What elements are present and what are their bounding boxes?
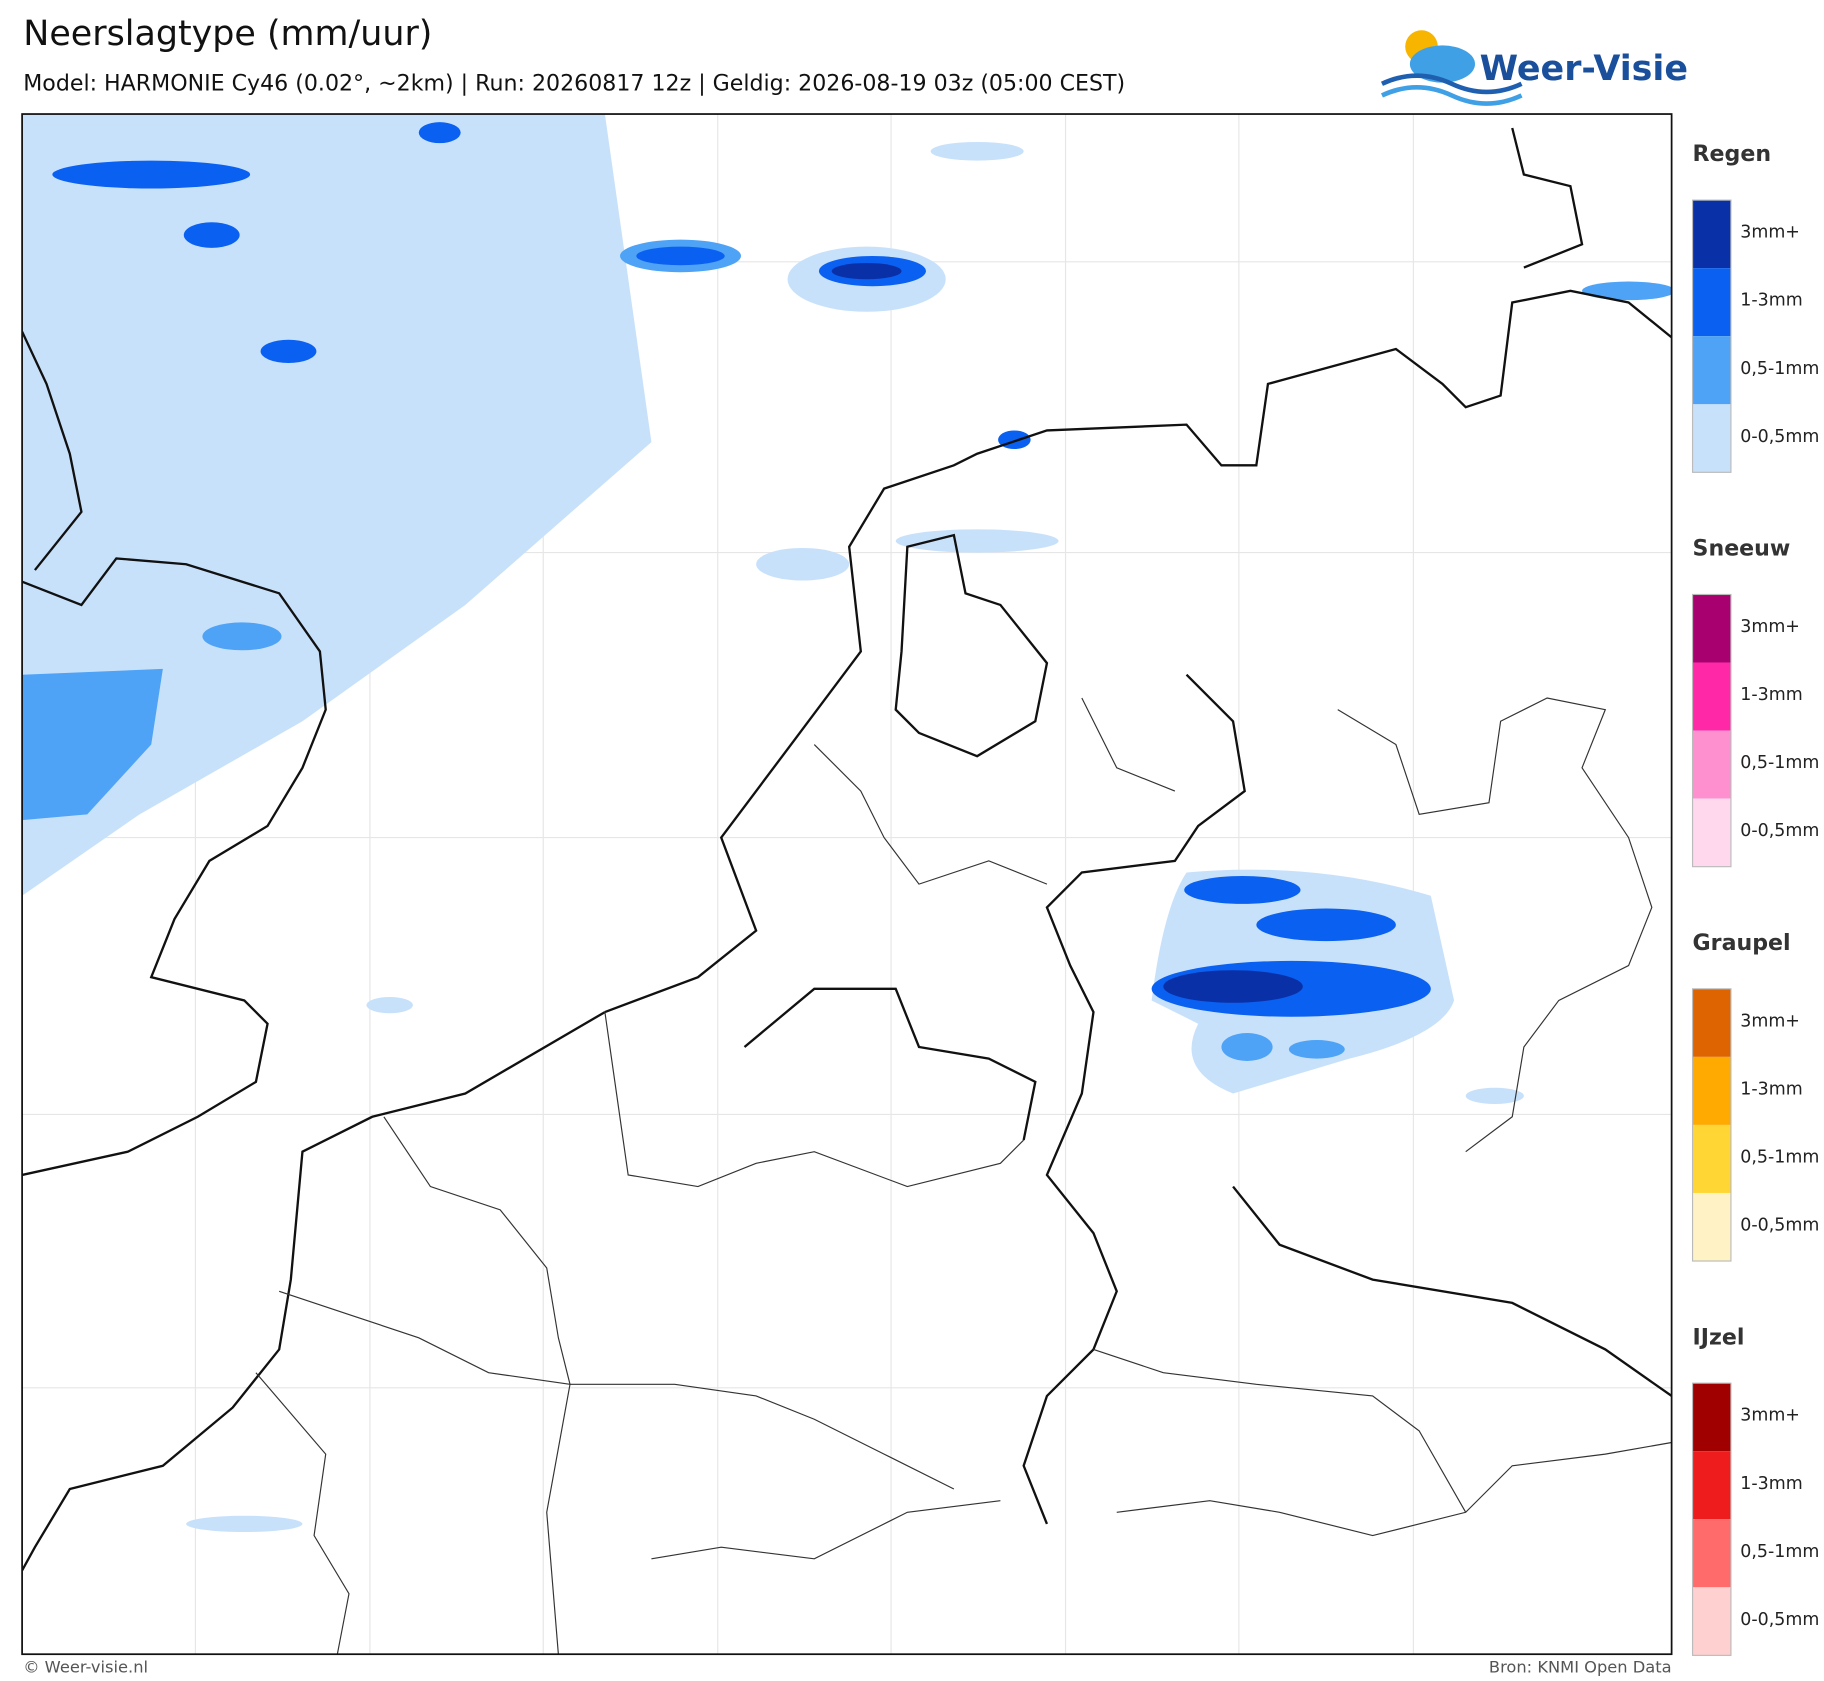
legend-swatch [1692,200,1731,269]
legend-label: 0-0,5mm [1740,427,1819,447]
legend-swatch [1692,594,1731,663]
legend-label: 3mm+ [1740,617,1800,637]
legend-swatch [1692,404,1731,473]
legend-swatch [1692,1056,1731,1125]
legend-swatch [1692,662,1731,731]
subtitle: Model: HARMONIE Cy46 (0.02°, ~2km) | Run… [23,70,1125,96]
borders [255,697,1672,1655]
legend-swatch [1692,730,1731,799]
legend-swatch [1692,268,1731,337]
legend-label: 0,5-1mm [1740,359,1819,379]
map [22,114,1672,1655]
logo-text: Weer-Visie [1480,49,1688,89]
map-frame [21,113,1673,1656]
legend-label: 0,5-1mm [1740,753,1819,773]
legend-border [1691,988,1732,1262]
legend-label: 0-0,5mm [1740,821,1819,841]
legend-title: Graupel [1693,930,1791,956]
legend: Regen 3mm+ 1-3mm 0,5-1mm 0-0,5mm Sneeuw 3mm+ 1-… [1691,141,1819,1656]
footer-left: © Weer-visie.nl [23,1658,148,1677]
logo: Weer-Visie [1380,30,1688,106]
legend-label: 1-3mm [1740,1079,1802,1099]
legend-swatch [1692,988,1731,1057]
legend-title: IJzel [1693,1324,1745,1350]
legend-label: 1-3mm [1740,1474,1802,1494]
legend-label: 0-0,5mm [1740,1610,1819,1630]
legend-swatch [1692,1192,1731,1262]
legend-swatch [1692,336,1731,405]
legend-label: 3mm+ [1740,1406,1800,1426]
legend-label: 0-0,5mm [1740,1216,1819,1236]
title: Neerslagtype (mm/uur) [23,14,432,54]
legend-title: Regen [1693,141,1772,167]
legend-title: Sneeuw [1693,536,1791,562]
legend-swatch [1692,1519,1731,1588]
footer-right: Bron: KNMI Open Data [1489,1658,1672,1677]
legend-border [1691,1382,1732,1656]
legend-label: 1-3mm [1740,685,1802,705]
legend-label: 0,5-1mm [1740,1147,1819,1167]
coastlines [22,127,1672,1572]
legend-swatch [1692,798,1731,867]
legend-label: 0,5-1mm [1740,1542,1819,1562]
legend-swatch [1692,1383,1731,1452]
legend-border [1691,199,1732,473]
legend-label: 3mm+ [1740,1011,1800,1031]
legend-swatch [1692,1587,1731,1656]
legend-label: 1-3mm [1740,291,1802,311]
legend-swatch [1692,1124,1731,1193]
legend-label: 3mm+ [1740,223,1800,243]
precipitation [22,114,1672,1533]
legend-swatch [1692,1451,1731,1520]
legend-border [1691,593,1732,868]
